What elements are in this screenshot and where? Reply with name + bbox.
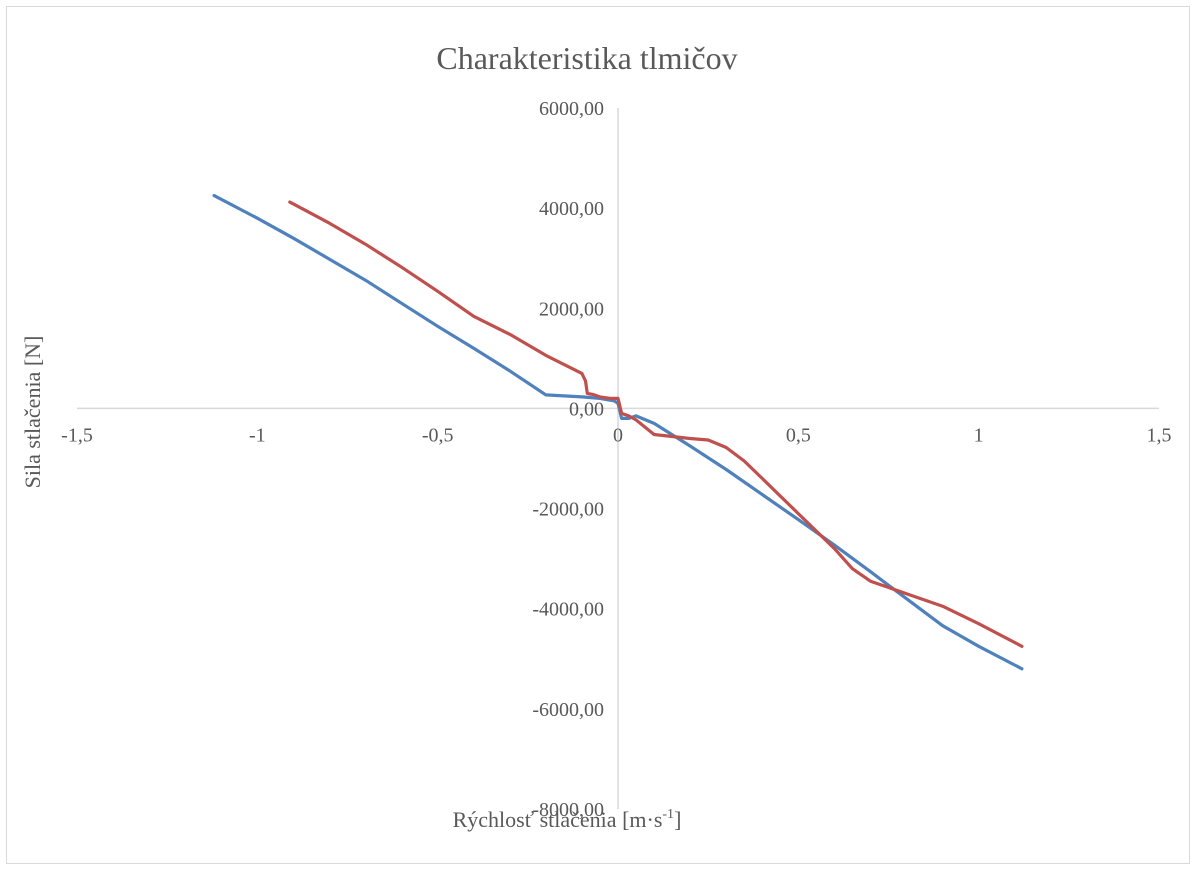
y-tick-labels: 6000,00 4000,00 2000,00 0,00 -2000,00 -4000,0… xyxy=(532,98,604,821)
x-tick-label: -1 xyxy=(249,424,266,446)
y-tick-label: -6000,00 xyxy=(532,699,604,721)
y-tick-label: -2000,00 xyxy=(532,499,604,521)
y-tick-label: 6000,00 xyxy=(539,98,604,120)
x-axis-title: Rýchlosť stlačenia [m·s-1] xyxy=(453,807,682,832)
chart-title: Charakteristika tlmičov xyxy=(436,40,737,76)
x-tick-label: 1 xyxy=(974,424,984,446)
y-tick-label: -8000,00 xyxy=(532,799,604,821)
x-axis-title-main: Rýchlosť stlačenia [m·s xyxy=(453,807,663,832)
axes xyxy=(77,108,1159,809)
x-tick-labels: -1,5 -1 -0,5 0 0,5 1 1,5 xyxy=(61,424,1171,446)
x-tick-label: 1,5 xyxy=(1147,424,1172,446)
x-axis-title-end: ] xyxy=(674,807,681,832)
series-layer xyxy=(212,194,1024,671)
x-tick-label: 0,5 xyxy=(786,424,811,446)
y-tick-label: 0,00 xyxy=(569,398,604,420)
x-tick-label: -1,5 xyxy=(61,424,93,446)
x-tick-label: -0,5 xyxy=(422,424,454,446)
series-line-2 xyxy=(288,200,1024,648)
chart-frame: Charakteristika tlmičov -1,5 -1 -0,5 0 0,5 1 1… xyxy=(6,6,1190,864)
y-axis-title: Sila stlačenia [N] xyxy=(20,336,45,489)
x-tick-label: 0 xyxy=(613,424,623,446)
y-tick-label: 4000,00 xyxy=(539,198,604,220)
y-tick-label: -4000,00 xyxy=(532,599,604,621)
x-axis-title-sup: -1 xyxy=(662,807,674,822)
chart-svg: Charakteristika tlmičov -1,5 -1 -0,5 0 0,5 1 1… xyxy=(20,40,1172,832)
y-tick-label: 2000,00 xyxy=(539,298,604,320)
